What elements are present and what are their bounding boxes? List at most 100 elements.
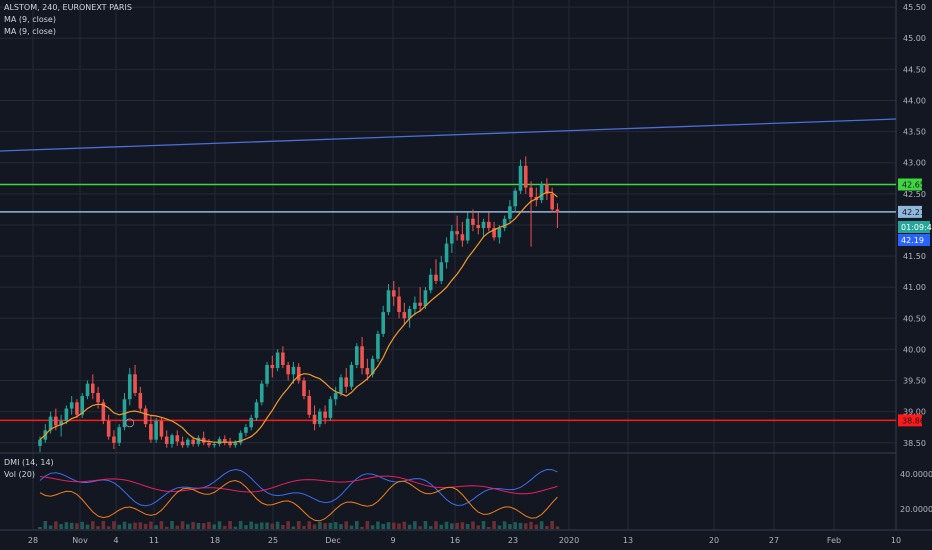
candle-body bbox=[180, 441, 185, 446]
time-axis[interactable]: 28 Nov 4 11 18 25 Dec 9 16 23 2020 13 20 27 Feb 10 bbox=[28, 536, 901, 545]
volume-bar bbox=[487, 526, 491, 529]
volume-bar bbox=[397, 523, 401, 529]
candle-body bbox=[238, 432, 243, 443]
volume-bar bbox=[481, 521, 486, 529]
price-tick-label: 39.50 bbox=[903, 377, 926, 386]
candle-body bbox=[539, 184, 544, 201]
dmi-line bbox=[39, 479, 558, 522]
time-tick-label: Dec bbox=[325, 536, 340, 545]
candle-body bbox=[423, 290, 428, 306]
candle-body bbox=[275, 352, 280, 369]
candle-body bbox=[508, 206, 512, 219]
candle-body bbox=[265, 364, 269, 384]
candle-body bbox=[323, 411, 327, 418]
volume-bar bbox=[164, 526, 169, 529]
horizontal-levels[interactable] bbox=[0, 183, 896, 422]
volume-bar bbox=[201, 523, 206, 529]
dmi-tick-label: 40.0000 bbox=[900, 470, 932, 479]
candle-body bbox=[355, 346, 359, 365]
candle-body bbox=[439, 262, 444, 281]
candle-body bbox=[391, 290, 396, 297]
volume-bar bbox=[217, 521, 222, 529]
candle-body bbox=[207, 442, 211, 446]
time-tick-label: Nov bbox=[72, 536, 88, 545]
time-tick-label: 18 bbox=[210, 536, 220, 545]
volume-bar bbox=[223, 525, 227, 529]
volume-bar bbox=[291, 526, 296, 529]
volume-bar bbox=[101, 521, 106, 529]
candle-body bbox=[170, 435, 174, 445]
candle-body bbox=[233, 442, 238, 446]
ascending-trendline[interactable] bbox=[0, 118, 897, 152]
earnings-marker bbox=[125, 418, 135, 428]
time-tick-label: 28 bbox=[28, 536, 38, 545]
candle-body bbox=[143, 408, 148, 425]
candle-body bbox=[296, 366, 301, 381]
time-tick-label: 13 bbox=[623, 536, 633, 545]
volume-bar bbox=[91, 521, 95, 529]
volume-legend[interactable]: Vol (20) bbox=[4, 470, 35, 479]
candle-body bbox=[270, 364, 275, 369]
volume-bar bbox=[122, 521, 127, 529]
candle-body bbox=[286, 364, 290, 375]
volume-bar bbox=[59, 524, 63, 529]
dmi-line bbox=[39, 468, 558, 507]
ma-legend-2[interactable]: MA (9, close) bbox=[4, 27, 56, 36]
candle-body bbox=[550, 193, 554, 210]
volume-bar bbox=[270, 523, 275, 529]
volume-bar bbox=[254, 523, 259, 529]
candle-body bbox=[471, 218, 475, 225]
candle-body bbox=[407, 308, 412, 319]
candle-body bbox=[149, 424, 153, 440]
volume-bar bbox=[523, 523, 528, 529]
volume-bar bbox=[75, 523, 79, 529]
volume-bar bbox=[418, 526, 422, 529]
volume-bar bbox=[471, 521, 475, 529]
level-price-tag bbox=[898, 178, 922, 191]
volume-bar bbox=[127, 523, 132, 529]
candle-body bbox=[349, 364, 354, 387]
price-axis[interactable]: 45.5045.0044.5044.0043.5043.0042.5042.00… bbox=[898, 3, 932, 514]
candle-body bbox=[386, 290, 391, 313]
price-tick-label: 45.50 bbox=[903, 3, 926, 12]
candle-body bbox=[513, 190, 517, 207]
candle-body bbox=[64, 408, 69, 421]
candle-body bbox=[328, 399, 333, 418]
volume-bar bbox=[180, 521, 185, 529]
level-price-text: 42.65 bbox=[902, 180, 925, 189]
volume-bar bbox=[143, 523, 148, 529]
candlestick-series bbox=[38, 156, 560, 453]
price-tick-label: 41.50 bbox=[903, 252, 926, 261]
candle-body bbox=[228, 442, 232, 446]
time-tick-label: 10 bbox=[891, 536, 901, 545]
candle-body bbox=[376, 333, 380, 359]
candle-body bbox=[402, 312, 407, 319]
candle-body bbox=[223, 439, 227, 443]
candle-body bbox=[159, 420, 164, 437]
dmi-legend[interactable]: DMI (14, 14) bbox=[4, 458, 54, 467]
volume-bar bbox=[386, 522, 391, 529]
dmi-tick-label: 20.0000 bbox=[900, 505, 932, 514]
volume-bar bbox=[423, 521, 428, 529]
volume-bar bbox=[376, 521, 380, 529]
volume-bar bbox=[275, 521, 280, 529]
candle-body bbox=[344, 377, 349, 387]
volume-bar bbox=[238, 521, 243, 529]
volume-bar bbox=[296, 521, 301, 529]
volume-bar bbox=[355, 521, 359, 529]
candle-body bbox=[80, 396, 85, 415]
candle-body bbox=[487, 221, 491, 229]
candle-body bbox=[217, 439, 222, 445]
price-tick-label: 45.00 bbox=[903, 34, 926, 43]
symbol-title[interactable]: ALSTOM, 240, EURONEXT PARIS bbox=[4, 3, 132, 12]
ma-legend-1[interactable]: MA (9, close) bbox=[4, 15, 56, 24]
candle-body bbox=[254, 402, 259, 418]
time-tick-label: 23 bbox=[508, 536, 518, 545]
price-tag-text: 42.19 bbox=[901, 236, 924, 245]
candle-body bbox=[291, 366, 296, 375]
candle-body bbox=[38, 439, 42, 446]
candle-body bbox=[138, 392, 143, 409]
volume-bar bbox=[186, 524, 190, 529]
volume-bar bbox=[318, 521, 322, 529]
